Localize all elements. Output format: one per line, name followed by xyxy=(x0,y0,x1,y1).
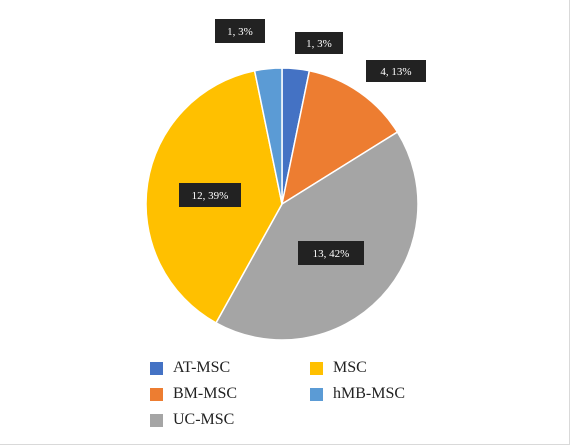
pie-slice-bm-msc xyxy=(280,69,399,206)
data-label-msc: 12, 39% xyxy=(179,183,241,207)
legend-swatch xyxy=(150,361,163,375)
data-label-text: 1, 3% xyxy=(227,26,253,38)
legend-item-msc: MSC xyxy=(310,358,367,378)
data-label-text: 13, 42% xyxy=(313,248,350,260)
data-label-at-msc: 1, 3% xyxy=(295,32,343,54)
pie-slices xyxy=(145,67,419,341)
data-label-hmb-msc: 1, 3% xyxy=(215,19,265,43)
data-label-box xyxy=(295,32,343,54)
legend-label: hMB-MSC xyxy=(333,385,406,402)
legend-label: BM-MSC xyxy=(173,385,238,402)
legend-swatch xyxy=(150,387,163,401)
legend-swatch xyxy=(150,413,163,427)
pie-slice-uc-msc xyxy=(214,131,419,341)
legend-item-hmb-msc: hMB-MSC xyxy=(310,384,405,404)
data-label-bm-msc: 4, 13% xyxy=(366,60,426,82)
legend-item-at-msc: AT-MSC xyxy=(150,358,230,378)
legend-label: AT-MSC xyxy=(173,359,231,376)
legend-label: MSC xyxy=(333,359,367,376)
data-label-box xyxy=(298,241,364,265)
data-label-uc-msc: 13, 42% xyxy=(298,241,364,265)
data-label-text: 4, 13% xyxy=(380,66,411,78)
legend-swatch xyxy=(310,387,323,401)
legend-swatch xyxy=(310,361,323,375)
data-label-box xyxy=(215,19,265,43)
data-label-text: 12, 39% xyxy=(192,190,229,202)
legend-label: UC-MSC xyxy=(173,411,235,428)
pie-data-labels: 1, 3% 4, 13% 13, 42% 12, 39% 1, 3% xyxy=(179,19,426,265)
data-label-box xyxy=(179,183,241,207)
legend-item-bm-msc: BM-MSC xyxy=(150,384,237,404)
pie-slice-hmb-msc xyxy=(253,67,283,205)
legend-item-uc-msc: UC-MSC xyxy=(150,410,234,430)
data-label-box xyxy=(366,60,426,82)
data-label-text: 1, 3% xyxy=(306,38,332,50)
